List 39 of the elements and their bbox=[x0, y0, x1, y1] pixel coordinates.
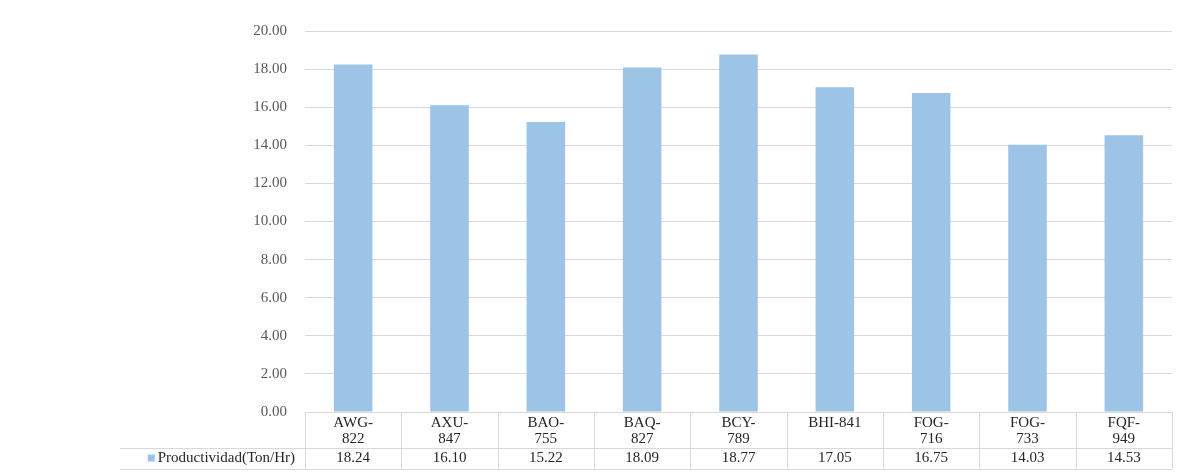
y-tick-label: 12.00 bbox=[253, 174, 287, 191]
data-label: 18.77 bbox=[721, 449, 756, 466]
y-tick-label: 18.00 bbox=[253, 60, 287, 77]
legend-label: Productividad(Ton/Hr) bbox=[157, 449, 295, 467]
data-label: 16.10 bbox=[432, 449, 467, 466]
y-tick-label: 8.00 bbox=[260, 250, 287, 267]
bar bbox=[1008, 144, 1047, 412]
y-tick-label: 0.00 bbox=[260, 402, 287, 419]
data-label: 17.05 bbox=[817, 449, 852, 466]
data-label: 14.03 bbox=[1010, 449, 1045, 466]
data-label: 18.09 bbox=[625, 449, 660, 466]
data-label: 15.22 bbox=[528, 449, 563, 466]
x-tick-label: BAQ-827 bbox=[623, 413, 661, 446]
y-tick-label: 16.00 bbox=[253, 98, 287, 115]
x-tick-label: BAO-755 bbox=[527, 413, 565, 446]
bar bbox=[1104, 135, 1144, 412]
x-tick-label: AWG-822 bbox=[333, 413, 373, 446]
x-tick-label: BHI-841 bbox=[808, 413, 862, 430]
data-label: 18.24 bbox=[336, 449, 371, 466]
x-tick-label: BCY-789 bbox=[721, 413, 756, 446]
y-tick-label: 6.00 bbox=[260, 288, 287, 305]
x-tick-label: FOG-733 bbox=[1009, 413, 1046, 446]
bar bbox=[911, 92, 951, 412]
y-tick-label: 20.00 bbox=[253, 21, 287, 38]
x-tick-label: FQF-949 bbox=[1107, 413, 1141, 446]
bar bbox=[526, 122, 566, 412]
x-tick-label: FOG-716 bbox=[913, 413, 949, 446]
y-tick-label: 14.00 bbox=[253, 136, 287, 153]
bar bbox=[815, 87, 855, 412]
bar bbox=[333, 64, 373, 412]
data-label: 14.53 bbox=[1106, 449, 1141, 466]
y-tick-label: 10.00 bbox=[253, 212, 287, 229]
x-tick-label: AXU-847 bbox=[430, 413, 469, 446]
data-label: 16.75 bbox=[914, 449, 949, 466]
bar bbox=[719, 54, 758, 412]
bar bbox=[430, 105, 469, 412]
y-tick-label: 4.00 bbox=[260, 326, 287, 343]
bar bbox=[622, 67, 662, 412]
y-tick-label: 2.00 bbox=[260, 364, 287, 381]
